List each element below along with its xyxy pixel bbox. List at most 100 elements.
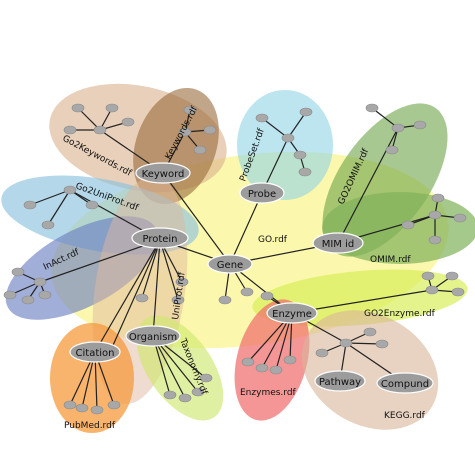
edge	[261, 117, 289, 139]
hub-citation: Citation	[69, 341, 121, 363]
leaf-node	[298, 167, 312, 177]
leaf-node	[33, 277, 47, 287]
label-go2enzyme: GO2Enzyme.rdf	[364, 309, 436, 319]
edge	[152, 239, 161, 337]
leaf-node	[203, 125, 217, 135]
leaf-node	[85, 200, 99, 210]
hub-keyword-label: Keyword	[142, 169, 185, 180]
leaf-node	[240, 287, 254, 297]
leaf-node	[413, 120, 427, 130]
edge	[94, 239, 161, 353]
leaf-node	[299, 107, 313, 117]
hub-protein-label: Protein	[142, 234, 177, 245]
hub-probe-label: Probe	[248, 189, 276, 200]
leaf-node	[3, 290, 17, 300]
leaf-node	[71, 103, 85, 113]
leaf-node	[255, 363, 269, 373]
label-pubmed: PubMed.rdf	[64, 421, 116, 431]
edge	[29, 189, 71, 206]
leaf-node	[218, 295, 232, 305]
edge	[371, 107, 399, 129]
hub-mim-label: MIM id	[322, 239, 355, 250]
leaf-node	[178, 393, 192, 403]
hub-compound: Compund	[376, 372, 434, 394]
leaf-node	[445, 271, 459, 281]
hub-probe: Probe	[239, 182, 285, 204]
leaf-node	[315, 348, 329, 358]
leaf-node	[401, 220, 415, 230]
leaf-node	[385, 145, 399, 155]
leaf-node	[260, 291, 274, 301]
leaf-node	[421, 271, 435, 281]
leaf-node	[199, 373, 213, 383]
leaf-node	[281, 133, 295, 143]
leaf-node	[269, 365, 283, 375]
hub-protein: Protein	[131, 227, 189, 249]
hub-keyword: Keyword	[135, 162, 191, 184]
leaf-node	[431, 193, 445, 203]
edge	[47, 189, 71, 226]
leaf-node	[451, 287, 465, 297]
label-kegg: KEGG.rdf	[384, 411, 426, 421]
leaf-node	[293, 150, 307, 160]
edge	[39, 239, 161, 283]
leaf-node	[93, 125, 107, 135]
edge	[141, 239, 161, 299]
label-go: GO.rdf	[258, 235, 288, 245]
hub-citation-label: Citation	[76, 348, 115, 359]
edge	[162, 172, 231, 265]
edge	[287, 111, 307, 139]
leaf-node	[107, 400, 121, 410]
leaf-node	[41, 220, 55, 230]
region-pubmed	[50, 323, 134, 433]
hub-mim: MIM id	[312, 232, 364, 254]
hub-compound-label: Compund	[381, 379, 429, 390]
leaf-node	[163, 390, 177, 400]
leaf-node	[241, 357, 255, 367]
leaf-node	[135, 293, 149, 303]
leaf-node	[63, 400, 77, 410]
leaf-node	[105, 103, 119, 113]
leaf-node	[183, 105, 197, 115]
hub-organism: Organism	[125, 325, 181, 347]
hub-pathway-label: Pathway	[319, 377, 361, 388]
leaf-node	[63, 125, 77, 135]
leaf-node	[428, 210, 442, 220]
leaf-node	[365, 103, 379, 113]
leaf-node	[363, 327, 377, 337]
leaf-node	[23, 200, 37, 210]
hub-organism-label: Organism	[129, 332, 177, 343]
leaf-nodes	[3, 103, 467, 415]
leaf-node	[425, 285, 439, 295]
hub-nodes: Keyword Probe MIM id Protein Gene Organi…	[69, 162, 434, 394]
region-kegg	[301, 310, 439, 430]
label-enzymes: Enzymes.rdf	[240, 388, 297, 398]
hub-gene-label: Gene	[217, 260, 243, 271]
leaf-node	[191, 387, 205, 397]
leaf-node	[193, 145, 207, 155]
leaf-node	[121, 117, 135, 127]
hub-enzyme: Enzyme	[266, 302, 318, 324]
edge	[159, 239, 179, 301]
leaf-node	[38, 290, 52, 300]
hub-enzyme-label: Enzyme	[272, 309, 312, 320]
leaf-node	[255, 113, 269, 123]
leaf-node	[178, 127, 192, 137]
leaf-node	[391, 123, 405, 133]
leaf-node	[21, 295, 35, 305]
leaf-node	[453, 213, 467, 223]
leaf-node	[11, 267, 25, 277]
leaf-node	[90, 405, 104, 415]
hub-pathway: Pathway	[314, 370, 366, 392]
hub-gene: Gene	[207, 254, 253, 274]
leaf-node	[339, 338, 353, 348]
leaf-node	[283, 355, 297, 365]
edge	[109, 239, 161, 353]
leaf-node	[175, 277, 189, 287]
leaf-node	[63, 185, 77, 195]
edge	[77, 107, 101, 131]
leaf-node	[171, 295, 185, 305]
leaf-node	[428, 235, 442, 245]
